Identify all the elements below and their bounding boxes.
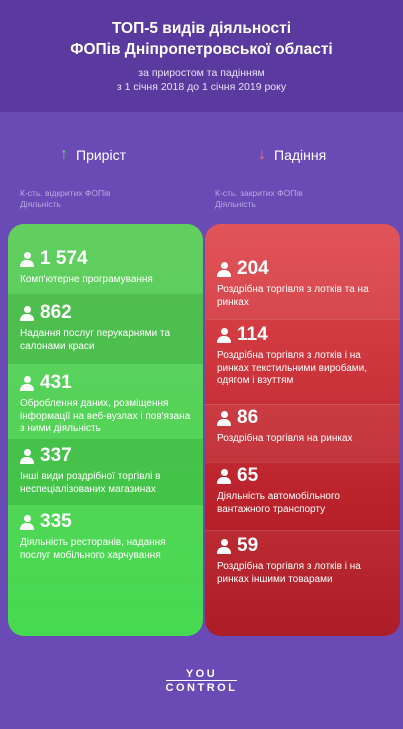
- arrow-down-icon: ↓: [258, 146, 266, 163]
- logo-line-1: YOU: [185, 668, 218, 680]
- growth-value: 335: [40, 511, 72, 532]
- growth-row-5: 335 Діяльність ресторанів, надання послу…: [8, 505, 203, 636]
- user-icon: [20, 448, 34, 464]
- user-icon: [217, 410, 231, 426]
- header: ТОП-5 видів діяльності ФОПів Дніпропетро…: [0, 0, 403, 112]
- user-icon: [217, 468, 231, 484]
- growth-label: Комп'ютерне програмування: [20, 274, 153, 285]
- decline-label: Роздрібна торгівля з лотків і на ринках …: [217, 350, 367, 386]
- growth-label: Інші види роздрібної торгівлі в неспеціа…: [20, 471, 161, 495]
- page-subtitle: за приростом та падінням з 1 січня 2018 …: [0, 66, 403, 94]
- decline-value: 204: [237, 258, 269, 279]
- logo-line-2: CONTROL: [165, 680, 238, 694]
- decline-heading: ↓ Падіння: [258, 145, 326, 165]
- user-icon: [217, 538, 231, 554]
- growth-heading-label: Приріст: [76, 147, 126, 163]
- decline-row-1: 204 Роздрібна торгівля з лотків та на ри…: [205, 224, 400, 319]
- user-icon: [20, 305, 34, 321]
- growth-value: 1 574: [40, 248, 88, 269]
- decline-value: 86: [237, 407, 259, 428]
- title-line-2: ФОПів Дніпропетровської області: [70, 41, 333, 58]
- growth-panel: 1 574 Комп'ютерне програмування 862 Нада…: [8, 224, 203, 636]
- decline-label: Роздрібна торгівля на ринках: [217, 433, 353, 444]
- growth-row-2: 862 Надання послуг перукарнями та салона…: [8, 294, 203, 364]
- decline-row-3: 86 Роздрібна торгівля на ринках: [205, 404, 400, 462]
- arrow-up-icon: ↑: [60, 146, 68, 163]
- growth-label: Діяльність ресторанів, надання послуг мо…: [20, 537, 166, 561]
- title-line-1: ТОП-5 видів діяльності: [111, 20, 292, 37]
- decline-row-5: 59 Роздрібна торгівля з лотків і на ринк…: [205, 530, 400, 636]
- growth-caption-line-2: Діяльність: [20, 199, 61, 209]
- subtitle-line-2: з 1 січня 2018 до 1 січня 2019 року: [116, 81, 287, 93]
- growth-value: 431: [40, 372, 72, 393]
- page-title: ТОП-5 видів діяльності ФОПів Дніпропетро…: [0, 18, 403, 60]
- decline-caption-line-2: Діяльність: [215, 199, 256, 209]
- growth-label: Надання послуг перукарнями та салонами к…: [20, 328, 171, 352]
- decline-panel: 204 Роздрібна торгівля з лотків та на ри…: [205, 224, 400, 636]
- user-icon: [20, 514, 34, 530]
- decline-value: 65: [237, 465, 259, 486]
- decline-heading-label: Падіння: [274, 147, 327, 163]
- decline-row-4: 65 Діяльність автомобільного вантажного …: [205, 462, 400, 530]
- decline-label: Роздрібна торгівля з лотків та на ринках: [217, 284, 369, 308]
- decline-value: 59: [237, 535, 259, 556]
- growth-caption: К-сть. відкритих ФОПів Діяльність: [20, 188, 110, 210]
- growth-value: 337: [40, 445, 72, 466]
- youcontrol-logo: YOU CONTROL: [0, 668, 403, 694]
- user-icon: [20, 375, 34, 391]
- growth-caption-line-1: К-сть. відкритих ФОПів: [20, 188, 111, 198]
- growth-value: 862: [40, 302, 72, 323]
- growth-heading: ↑ Приріст: [60, 145, 126, 165]
- subtitle-line-1: за приростом та падінням: [138, 67, 265, 79]
- user-icon: [20, 251, 34, 267]
- decline-caption: К-сть. закритих ФОПів Діяльність: [215, 188, 303, 210]
- growth-row-1: 1 574 Комп'ютерне програмування: [8, 224, 203, 294]
- decline-caption-line-1: К-сть. закритих ФОПів: [215, 188, 303, 198]
- growth-row-3: 431 Оброблення даних, розміщення інформа…: [8, 364, 203, 439]
- user-icon: [217, 261, 231, 277]
- growth-label: Оброблення даних, розміщення інформації …: [20, 398, 191, 434]
- decline-value: 114: [237, 324, 268, 345]
- growth-row-4: 337 Інші види роздрібної торгівлі в несп…: [8, 439, 203, 505]
- user-icon: [217, 327, 231, 343]
- decline-label: Діяльність автомобільного вантажного тра…: [217, 491, 340, 515]
- decline-label: Роздрібна торгівля з лотків і на ринках …: [217, 561, 361, 585]
- decline-row-2: 114 Роздрібна торгівля з лотків і на рин…: [205, 319, 400, 404]
